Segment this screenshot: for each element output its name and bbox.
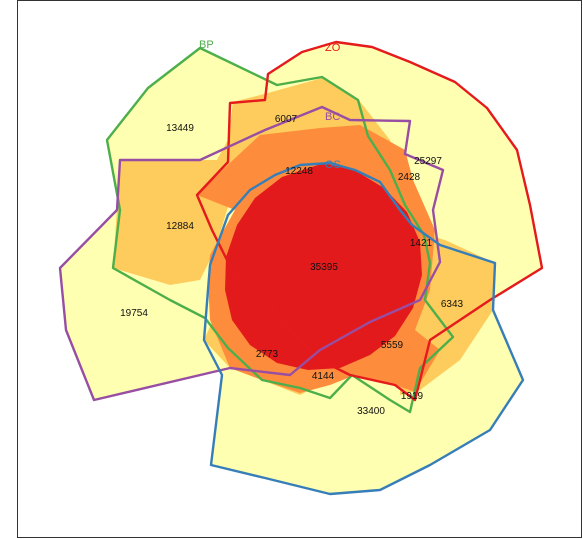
set-label-bc: BC: [325, 111, 340, 123]
os-outline: [202, 161, 525, 496]
count-os-only: 33400: [357, 406, 385, 417]
count-bp-only: 13449: [166, 123, 194, 134]
count-zo-bc: 2428: [398, 172, 421, 183]
set-labels: BP ZO BC OS: [199, 39, 341, 171]
count-zo-only: 25297: [414, 156, 442, 167]
count-bp-bc-os: 2773: [256, 349, 279, 360]
count-all-four: 35395: [310, 262, 338, 273]
set-outlines: [58, 40, 544, 496]
all-four-fill: [225, 163, 422, 370]
count-bp-os: 4144: [312, 371, 335, 382]
count-bp-zo-os-edge: 1919: [401, 391, 424, 402]
set-label-os: OS: [325, 159, 341, 171]
count-bp-zo: 6007: [275, 114, 298, 125]
count-bp-zo-bc: 12248: [285, 166, 313, 177]
region-counts: 13449 6007 25297 12248 2428 12884 1421 3…: [120, 114, 463, 417]
bc-outline: [58, 105, 445, 402]
count-zo-os: 6343: [441, 299, 464, 310]
zo-outline: [195, 40, 544, 402]
fill-layer-quadruple: [225, 163, 422, 370]
set-label-bp: BP: [199, 39, 214, 51]
count-zo-bc-os: 1421: [410, 238, 433, 249]
count-bc-only: 19754: [120, 308, 148, 319]
count-bp-bc: 12884: [166, 221, 194, 232]
bp-outline: [105, 46, 455, 414]
count-zo-os-bp: 5559: [381, 340, 404, 351]
set-label-zo: ZO: [325, 42, 341, 54]
